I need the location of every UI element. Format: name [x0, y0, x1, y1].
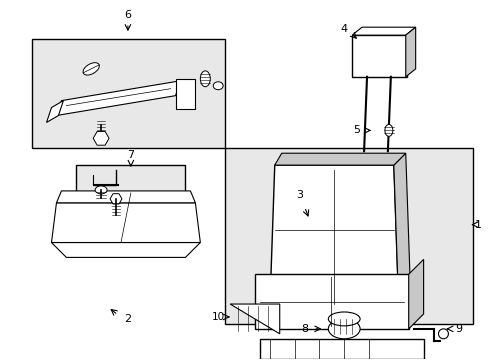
Text: 4: 4: [340, 24, 347, 34]
Bar: [351, 35, 406, 77]
Bar: [224, 148, 472, 324]
Polygon shape: [405, 27, 415, 77]
Text: 1: 1: [474, 220, 481, 230]
Polygon shape: [393, 153, 410, 309]
Polygon shape: [351, 27, 415, 35]
Ellipse shape: [83, 63, 99, 75]
Polygon shape: [46, 100, 63, 122]
Text: 10: 10: [211, 312, 224, 322]
Bar: [259, 339, 423, 359]
Polygon shape: [274, 153, 405, 165]
Polygon shape: [254, 274, 408, 329]
Text: 5: 5: [353, 125, 360, 135]
Polygon shape: [93, 131, 109, 145]
Text: 7: 7: [127, 150, 134, 160]
Polygon shape: [56, 81, 180, 116]
Ellipse shape: [327, 312, 359, 326]
Bar: [76, 165, 185, 235]
Polygon shape: [51, 243, 200, 257]
Polygon shape: [175, 79, 195, 109]
Polygon shape: [408, 260, 423, 329]
Polygon shape: [230, 304, 279, 334]
Text: 6: 6: [124, 10, 131, 20]
Text: 2: 2: [124, 314, 131, 324]
Ellipse shape: [327, 319, 359, 339]
Ellipse shape: [200, 71, 210, 87]
Polygon shape: [269, 165, 398, 309]
Polygon shape: [51, 203, 200, 243]
Text: 9: 9: [454, 324, 461, 334]
Text: 3: 3: [295, 190, 303, 200]
Polygon shape: [56, 191, 195, 203]
Text: 8: 8: [300, 324, 307, 334]
Polygon shape: [110, 194, 122, 204]
Bar: [32, 39, 224, 148]
Ellipse shape: [384, 125, 392, 136]
Ellipse shape: [438, 329, 447, 339]
Ellipse shape: [95, 186, 107, 194]
Ellipse shape: [213, 82, 223, 90]
